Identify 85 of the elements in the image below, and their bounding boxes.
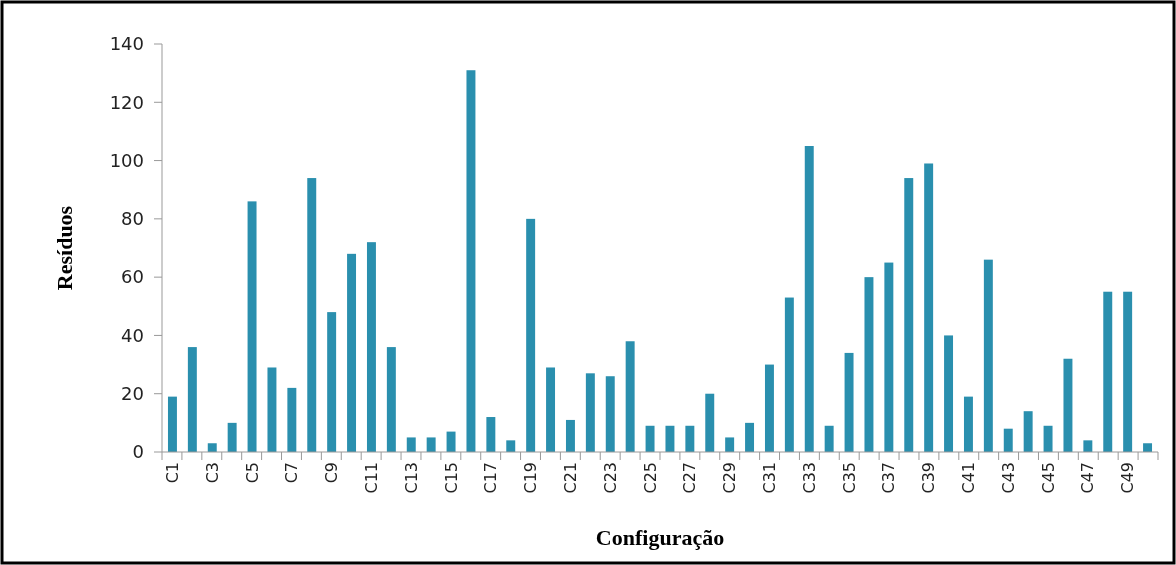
bar [546, 367, 556, 452]
y-tick-label: 40 [121, 324, 144, 346]
x-tick-label: C17 [481, 462, 501, 494]
x-tick-label: C47 [1078, 462, 1098, 494]
bar [565, 419, 575, 452]
x-tick-label: C35 [839, 462, 859, 494]
bar [645, 425, 655, 452]
x-tick-label: C29 [720, 462, 740, 494]
bar [725, 437, 735, 452]
bar [764, 364, 774, 452]
bar [247, 201, 257, 452]
bar [207, 443, 217, 452]
y-tick-label: 0 [132, 441, 144, 463]
y-tick-label: 80 [121, 208, 144, 230]
bar [585, 373, 595, 452]
y-tick-label: 60 [121, 266, 144, 288]
x-tick-label: C9 [322, 462, 342, 484]
x-tick-label: C7 [282, 462, 302, 484]
x-tick-label: C1 [163, 462, 183, 484]
x-tick-label: C21 [561, 462, 581, 494]
bar [1103, 291, 1113, 452]
x-tick-label: C43 [998, 462, 1018, 494]
bar [824, 425, 834, 452]
bar [227, 422, 237, 452]
bar [665, 425, 675, 452]
bar [486, 417, 496, 452]
bar [307, 178, 317, 452]
bar [167, 396, 177, 452]
x-tick-label: C5 [242, 462, 262, 484]
bar [864, 277, 874, 452]
x-tick-label: C15 [441, 462, 461, 494]
bar [605, 376, 615, 452]
y-tick-label: 120 [109, 91, 144, 113]
bar [386, 347, 396, 452]
bar [944, 335, 954, 452]
bar [1083, 440, 1093, 452]
bar [983, 259, 993, 452]
x-tick-label: C23 [600, 462, 620, 494]
bar [804, 146, 814, 452]
bar [705, 393, 715, 452]
bar [446, 431, 456, 452]
bar [347, 253, 357, 452]
bar [1123, 291, 1133, 452]
bar [366, 242, 376, 452]
y-tick-label: 20 [121, 383, 144, 405]
x-tick-label: C37 [879, 462, 899, 494]
y-tick-label: 140 [109, 33, 144, 55]
bar [327, 312, 337, 452]
bar [685, 425, 695, 452]
x-tick-label: C41 [959, 462, 979, 494]
bar [844, 352, 854, 452]
bar [406, 437, 416, 452]
x-tick-label: C25 [640, 462, 660, 494]
x-tick-label: C27 [680, 462, 700, 494]
x-tick-label: C19 [521, 462, 541, 494]
x-tick-label: C33 [799, 462, 819, 494]
bar [267, 367, 277, 452]
x-tick-label: C11 [362, 462, 382, 494]
bar [924, 163, 934, 452]
x-tick-label: C49 [1118, 462, 1138, 494]
bar [884, 262, 894, 452]
bar [784, 297, 794, 452]
x-axis-title: Configuração [595, 525, 725, 550]
bar [187, 347, 197, 452]
bar [466, 70, 476, 452]
bar [1043, 425, 1053, 452]
bar [1143, 443, 1153, 452]
bar [625, 341, 635, 452]
x-tick-label: C31 [760, 462, 780, 494]
bar [526, 218, 536, 452]
y-axis-title: Resíduos [52, 205, 77, 291]
bar [1063, 358, 1073, 452]
bar [745, 422, 755, 452]
bar [287, 387, 297, 452]
x-tick-label: C3 [202, 462, 222, 484]
bar [963, 396, 973, 452]
bar [506, 440, 516, 452]
bar [1023, 411, 1033, 452]
bar [1003, 428, 1013, 452]
x-tick-label: C39 [919, 462, 939, 494]
y-tick-label: 100 [109, 149, 144, 171]
bar [426, 437, 436, 452]
x-tick-label: C13 [401, 462, 421, 494]
x-tick-label: C45 [1038, 462, 1058, 494]
bar [904, 178, 914, 452]
